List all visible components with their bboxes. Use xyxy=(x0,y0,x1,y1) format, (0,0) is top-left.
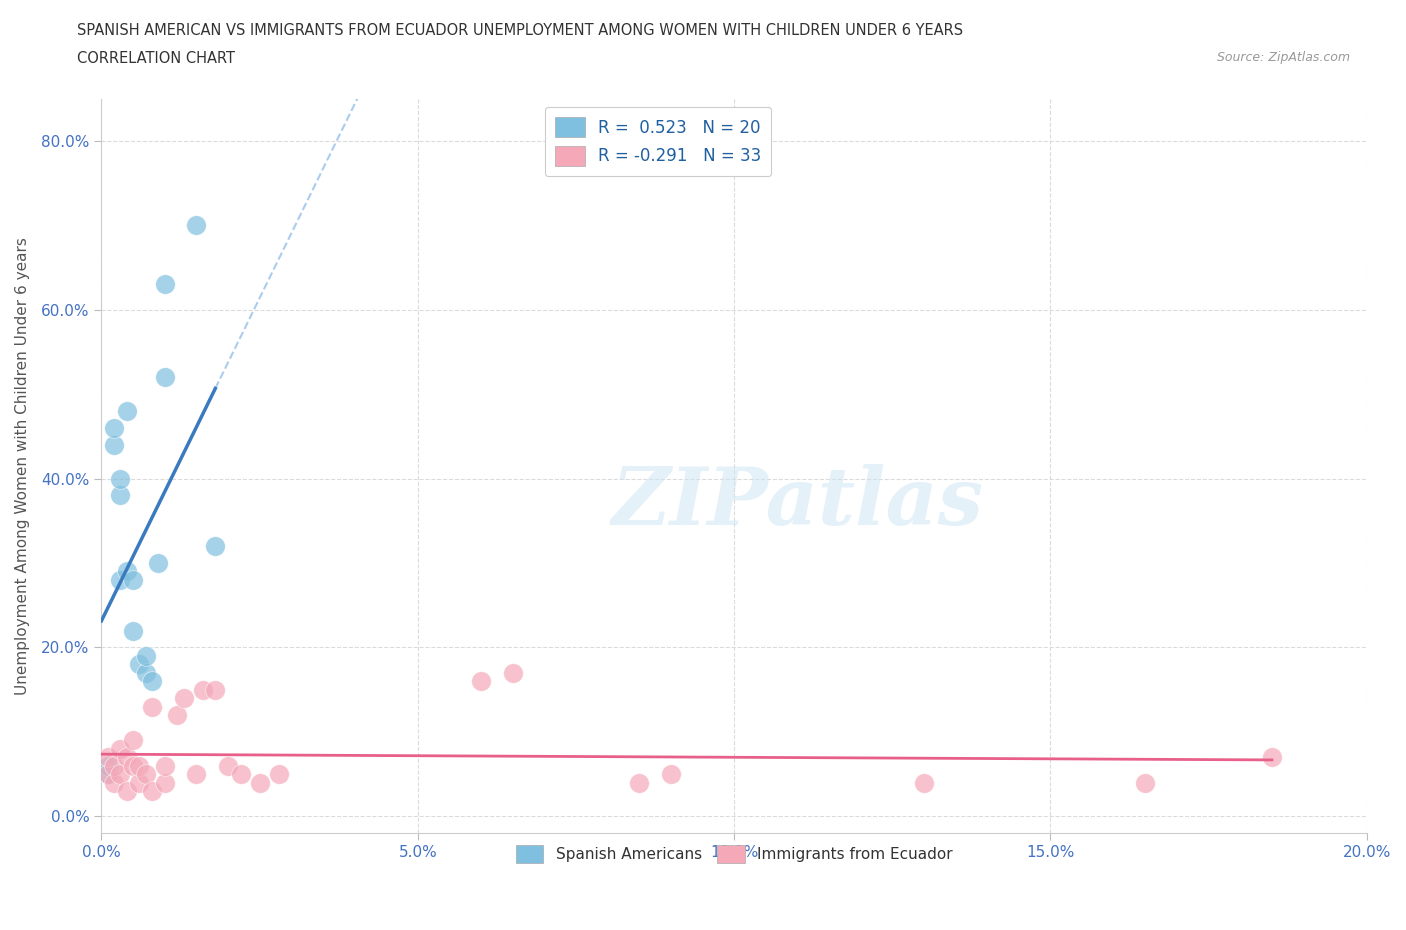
Point xyxy=(1135,775,1157,790)
Point xyxy=(135,665,157,680)
Point xyxy=(103,437,125,452)
Point xyxy=(148,555,170,570)
Point xyxy=(97,766,120,781)
Text: SPANISH AMERICAN VS IMMIGRANTS FROM ECUADOR UNEMPLOYMENT AMONG WOMEN WITH CHILDR: SPANISH AMERICAN VS IMMIGRANTS FROM ECUA… xyxy=(77,23,963,38)
Point xyxy=(659,766,682,781)
Point xyxy=(912,775,935,790)
Y-axis label: Unemployment Among Women with Children Under 6 years: Unemployment Among Women with Children U… xyxy=(15,237,30,695)
Point xyxy=(115,564,138,578)
Point xyxy=(110,766,132,781)
Point xyxy=(97,758,120,773)
Point xyxy=(153,775,176,790)
Point xyxy=(141,783,163,798)
Text: CORRELATION CHART: CORRELATION CHART xyxy=(77,51,235,66)
Point xyxy=(153,370,176,385)
Point xyxy=(103,758,125,773)
Point xyxy=(204,683,226,698)
Point xyxy=(204,538,226,553)
Point xyxy=(97,750,120,764)
Point xyxy=(249,775,271,790)
Point xyxy=(115,750,138,764)
Legend: Spanish Americans, Immigrants from Ecuador: Spanish Americans, Immigrants from Ecuad… xyxy=(510,839,959,870)
Point xyxy=(141,673,163,688)
Point xyxy=(122,623,145,638)
Point xyxy=(103,775,125,790)
Point xyxy=(110,472,132,486)
Point xyxy=(115,783,138,798)
Point xyxy=(128,758,150,773)
Point xyxy=(267,766,290,781)
Point xyxy=(628,775,651,790)
Point xyxy=(135,648,157,663)
Point xyxy=(122,733,145,748)
Point xyxy=(110,488,132,503)
Point xyxy=(1261,750,1284,764)
Point xyxy=(103,420,125,435)
Point xyxy=(173,691,195,706)
Point xyxy=(153,758,176,773)
Text: ZIPatlas: ZIPatlas xyxy=(612,464,983,541)
Point xyxy=(128,775,150,790)
Point xyxy=(122,573,145,588)
Point xyxy=(470,673,492,688)
Point xyxy=(153,277,176,292)
Point xyxy=(186,766,208,781)
Point xyxy=(191,683,214,698)
Text: Source: ZipAtlas.com: Source: ZipAtlas.com xyxy=(1216,51,1350,64)
Point xyxy=(229,766,252,781)
Point xyxy=(97,766,120,781)
Point xyxy=(217,758,239,773)
Point xyxy=(135,766,157,781)
Point xyxy=(166,708,188,723)
Point xyxy=(122,758,145,773)
Point xyxy=(128,657,150,671)
Point xyxy=(502,665,524,680)
Point xyxy=(186,218,208,232)
Point xyxy=(110,741,132,756)
Point xyxy=(141,699,163,714)
Point xyxy=(110,573,132,588)
Point xyxy=(115,404,138,418)
